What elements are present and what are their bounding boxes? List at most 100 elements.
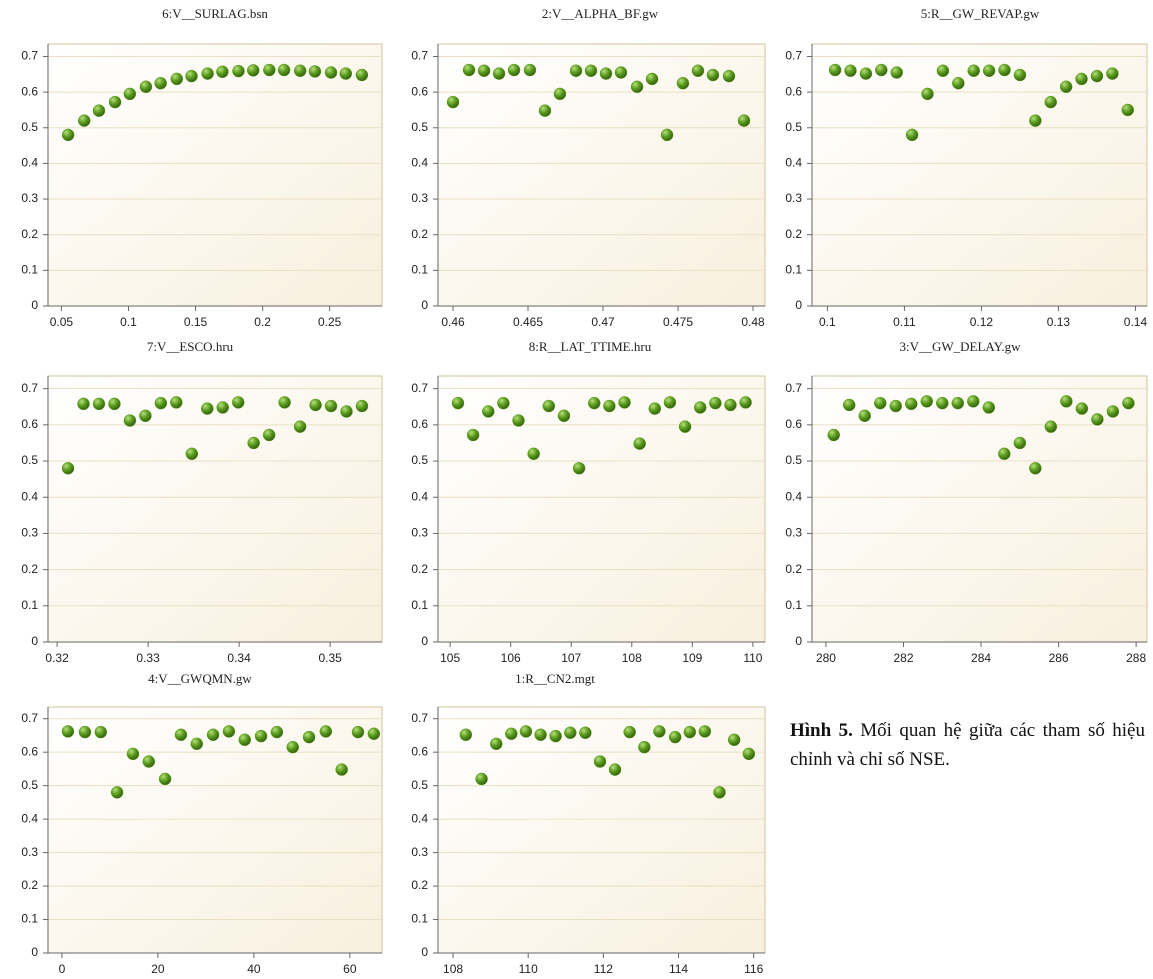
x-tick-label: 0.47 [591,315,615,329]
data-point [579,726,592,740]
data-point [238,733,252,747]
y-tick-label: 0.4 [785,489,802,503]
data-point [190,737,204,751]
data-point [108,95,122,109]
y-tick-label: 0.7 [411,49,428,63]
y-tick-label: 0.5 [21,453,38,467]
y-tick-label: 0.3 [21,526,38,540]
data-point [1013,68,1027,82]
data-point [170,72,184,86]
x-tick-label: 0.14 [1124,315,1148,329]
data-point [534,728,547,742]
x-tick-label: 0.05 [50,315,74,329]
x-tick-label: 109 [682,651,702,665]
data-point [1044,420,1058,433]
data-point [154,76,167,90]
data-point [92,104,106,117]
data-point [158,772,172,786]
y-tick-label: 0.4 [411,156,428,170]
data-point [676,76,690,90]
data-point [340,405,353,418]
y-tick-label: 0.7 [411,381,428,395]
data-point [477,64,491,77]
data-point [459,728,473,742]
y-tick-label: 0.5 [785,120,802,134]
data-point [492,67,506,80]
data-point [1090,69,1104,83]
chart-title: 6:V__SURLAG.bsn [162,6,268,21]
data-point [139,409,152,423]
data-point [691,64,705,77]
data-point [108,397,121,411]
data-point [61,462,75,475]
y-tick-label: 0.2 [411,227,428,241]
y-tick-label: 0.1 [411,598,428,612]
data-point [286,740,299,754]
y-tick-label: 0.1 [21,912,38,926]
data-point [653,725,666,738]
y-tick-label: 0 [31,298,38,312]
data-point [921,87,934,101]
data-point [263,63,276,77]
data-point [905,397,918,411]
y-tick-label: 0.2 [785,562,802,576]
x-tick-label: 0.33 [136,651,160,665]
data-point [967,395,980,408]
data-point [246,64,260,77]
data-point [936,396,949,410]
data-point [920,395,934,408]
x-tick-label: 0.48 [741,315,765,329]
data-point [309,398,322,412]
x-tick-label: 110 [743,651,762,665]
data-point [982,64,996,77]
data-point [1106,405,1120,418]
y-tick-label: 0.5 [21,120,38,134]
data-point [683,725,697,739]
data-point [497,396,510,410]
data-point [828,63,842,77]
y-tick-label: 0.4 [21,156,38,170]
x-tick-label: 0.25 [318,315,342,329]
data-point [293,420,307,433]
data-point [668,730,682,744]
data-point [967,64,980,77]
chart-title: 1:R__CN2.mgt [515,671,595,686]
data-point [614,66,628,79]
data-point [608,763,622,776]
plot-area [47,375,383,643]
x-tick-label: 0.465 [513,315,543,329]
x-tick-label: 110 [519,962,538,976]
y-tick-label: 0.2 [21,878,38,892]
data-point [302,730,316,744]
data-point [737,114,751,127]
caption-text: Mối quan hệ giữa các tham số hiệu chỉnh … [790,720,1145,770]
data-point [724,398,737,412]
data-point [859,67,873,80]
data-point [170,396,183,409]
data-point [466,428,480,442]
data-point [678,420,692,433]
data-point [584,64,598,77]
data-point [1075,402,1089,415]
data-point [355,399,369,413]
data-point [308,65,322,78]
x-tick-label: 112 [594,962,613,976]
y-tick-label: 0.7 [785,49,802,63]
data-point [1091,413,1104,426]
x-tick-label: 20 [151,962,165,976]
x-tick-label: 0.46 [441,315,465,329]
y-tick-label: 0.4 [411,811,428,825]
data-point [154,396,168,410]
plot-area [437,43,766,307]
data-point [1122,396,1135,410]
data-point [1121,103,1134,117]
data-point [277,63,291,77]
data-point [77,114,91,127]
data-point [1075,72,1088,86]
x-tick-label: 0.32 [45,651,69,665]
data-point [319,725,333,738]
y-tick-label: 0.7 [21,711,38,725]
y-tick-label: 0 [421,945,428,959]
data-point [998,63,1011,77]
data-point [569,64,583,77]
